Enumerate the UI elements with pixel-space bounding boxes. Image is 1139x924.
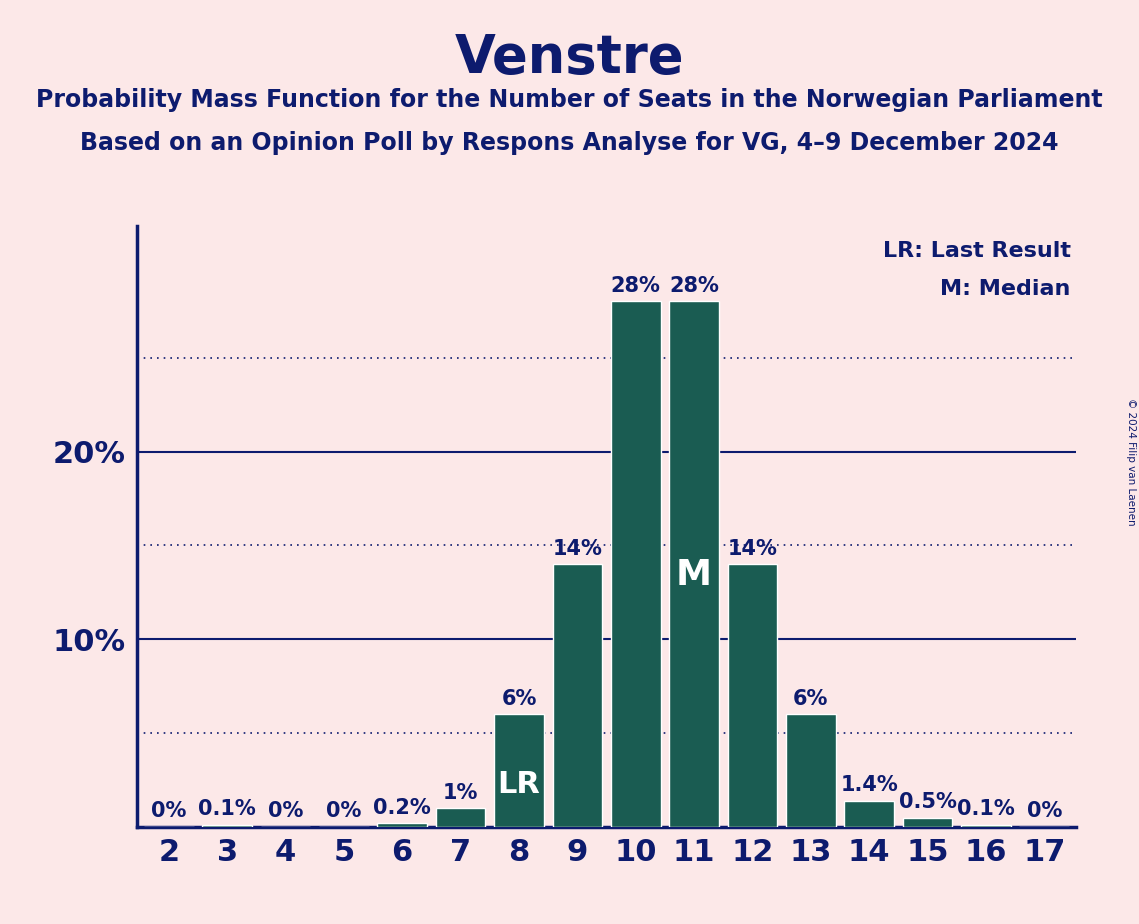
Text: 0.5%: 0.5% — [899, 792, 957, 812]
Text: 6%: 6% — [793, 688, 828, 709]
Text: LR: Last Result: LR: Last Result — [883, 241, 1071, 261]
Bar — [203, 825, 252, 827]
Text: LR: LR — [498, 770, 540, 798]
Text: 0%: 0% — [151, 801, 187, 821]
Bar — [552, 565, 603, 827]
Text: © 2024 Filip van Laenen: © 2024 Filip van Laenen — [1126, 398, 1136, 526]
Bar — [494, 714, 543, 827]
Text: 1.4%: 1.4% — [841, 775, 898, 795]
Text: 6%: 6% — [501, 688, 536, 709]
Bar — [611, 301, 661, 827]
Bar — [377, 823, 427, 827]
Bar — [728, 565, 777, 827]
Bar — [903, 818, 952, 827]
Text: Venstre: Venstre — [454, 32, 685, 84]
Text: M: M — [677, 558, 712, 591]
Bar — [670, 301, 719, 827]
Text: 0%: 0% — [326, 801, 361, 821]
Text: 0.1%: 0.1% — [957, 799, 1015, 820]
Text: 28%: 28% — [611, 276, 661, 296]
Text: 0.2%: 0.2% — [374, 797, 432, 818]
Bar — [786, 714, 836, 827]
Bar — [961, 825, 1010, 827]
Text: 0%: 0% — [268, 801, 303, 821]
Text: 28%: 28% — [669, 276, 719, 296]
Text: 14%: 14% — [552, 539, 603, 559]
Text: 0%: 0% — [1026, 801, 1062, 821]
Bar — [844, 801, 894, 827]
Text: Probability Mass Function for the Number of Seats in the Norwegian Parliament: Probability Mass Function for the Number… — [36, 88, 1103, 112]
Text: M: Median: M: Median — [940, 279, 1071, 299]
Bar — [436, 808, 485, 827]
Text: 14%: 14% — [728, 539, 777, 559]
Text: Based on an Opinion Poll by Respons Analyse for VG, 4–9 December 2024: Based on an Opinion Poll by Respons Anal… — [80, 131, 1059, 155]
Text: 0.1%: 0.1% — [198, 799, 256, 820]
Text: 1%: 1% — [443, 783, 478, 803]
